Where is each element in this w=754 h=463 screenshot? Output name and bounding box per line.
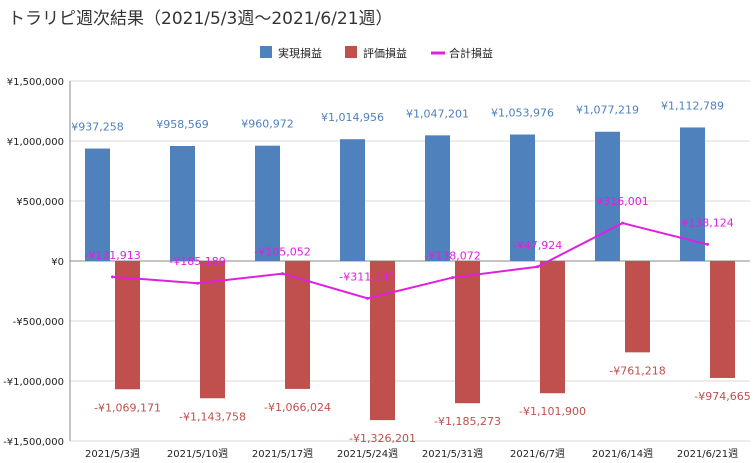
realized-bar (340, 139, 365, 261)
x-tick-label: 2021/5/10週 (167, 448, 228, 460)
realized-label: ¥1,014,956 (321, 111, 384, 124)
realized-bar (595, 131, 620, 261)
total-label: ¥138,124 (681, 216, 734, 229)
y-axis: ¥1,500,000 ¥1,000,000 ¥500,000 ¥0 -¥500,000 -… (3, 77, 71, 448)
x-axis: 2021/5/3週 2021/5/10週 2021/5/17週 2021/5/24週 2… (85, 448, 738, 460)
total-label: -¥185,189 (169, 255, 225, 268)
y-tick-label: -¥1,500,000 (3, 437, 64, 448)
legend-label: 実現損益 (278, 46, 322, 60)
total-label: -¥131,913 (84, 249, 140, 262)
realized-label: ¥1,047,201 (406, 107, 469, 120)
total-label: -¥105,052 (254, 246, 310, 259)
x-tick-label: 2021/5/3週 (85, 448, 140, 460)
total-label: ¥316,001 (596, 195, 649, 208)
x-tick-label: 2021/6/21週 (677, 448, 738, 460)
total-point (281, 272, 284, 276)
y-tick-label: -¥500,000 (13, 317, 64, 328)
legend-swatch-realized (260, 46, 272, 58)
realized-label: ¥1,053,976 (491, 107, 554, 120)
total-label: -¥138,072 (424, 250, 480, 263)
unrealized-label: -¥1,069,171 (94, 401, 161, 414)
data-labels: ¥937,258 ¥958,569 ¥960,972 ¥1,014,956 ¥1,047… (71, 99, 750, 445)
total-label: -¥311,245 (339, 270, 395, 283)
realized-bar (255, 145, 280, 261)
total-point (706, 242, 709, 246)
unrealized-bar (540, 261, 565, 394)
realized-label: ¥937,258 (71, 121, 124, 134)
realized-label: ¥958,569 (156, 118, 209, 131)
unrealized-bar (200, 261, 225, 399)
total-point (366, 296, 369, 300)
unrealized-bar (285, 261, 310, 389)
legend-label: 合計損益 (449, 46, 493, 60)
x-tick-label: 2021/5/24週 (337, 448, 398, 460)
x-tick-label: 2021/5/17週 (252, 448, 313, 460)
chart-title: トラリピ週次結果（2021/5/3週〜2021/6/21週） (8, 9, 393, 29)
unrealized-label: -¥1,185,273 (434, 415, 501, 428)
unrealized-label: -¥974,665 (694, 390, 750, 403)
total-point (536, 265, 539, 269)
realized-bar (510, 134, 535, 261)
total-point (621, 221, 624, 225)
unrealized-bar (455, 261, 480, 404)
x-tick-label: 2021/5/31週 (422, 448, 483, 460)
realized-label: ¥960,972 (241, 118, 294, 131)
total-point (451, 276, 454, 280)
y-tick-label: ¥1,500,000 (7, 77, 64, 88)
total-point (111, 275, 114, 279)
realized-bar (170, 145, 195, 261)
realized-bar (425, 135, 450, 261)
total-line (111, 221, 709, 300)
unrealized-label: -¥1,326,201 (349, 432, 416, 445)
unrealized-label: -¥1,101,900 (519, 405, 586, 418)
total-series-line (112, 222, 708, 300)
legend-swatch-unrealized (345, 46, 357, 58)
unrealized-bar (115, 261, 140, 390)
bars (85, 127, 735, 421)
unrealized-bar (710, 261, 735, 378)
unrealized-label: -¥1,143,758 (179, 410, 246, 423)
unrealized-label: -¥761,218 (609, 364, 665, 377)
y-tick-label: ¥0 (51, 257, 64, 268)
realized-bar (85, 148, 110, 261)
total-point (196, 281, 199, 285)
legend-label: 評価損益 (363, 46, 407, 60)
unrealized-bar (625, 261, 650, 353)
y-tick-label: ¥500,000 (16, 197, 64, 208)
total-label: -¥47,924 (513, 239, 562, 252)
unrealized-label: -¥1,066,024 (264, 401, 331, 414)
x-tick-label: 2021/6/14週 (592, 448, 653, 460)
y-tick-label: -¥1,000,000 (3, 377, 64, 388)
x-tick-label: 2021/6/7週 (510, 448, 565, 460)
unrealized-bar (370, 261, 395, 421)
realized-label: ¥1,077,219 (576, 104, 639, 117)
y-tick-label: ¥1,000,000 (7, 137, 64, 148)
legend: 実現損益 評価損益 合計損益 (260, 46, 493, 60)
realized-label: ¥1,112,789 (661, 99, 724, 112)
